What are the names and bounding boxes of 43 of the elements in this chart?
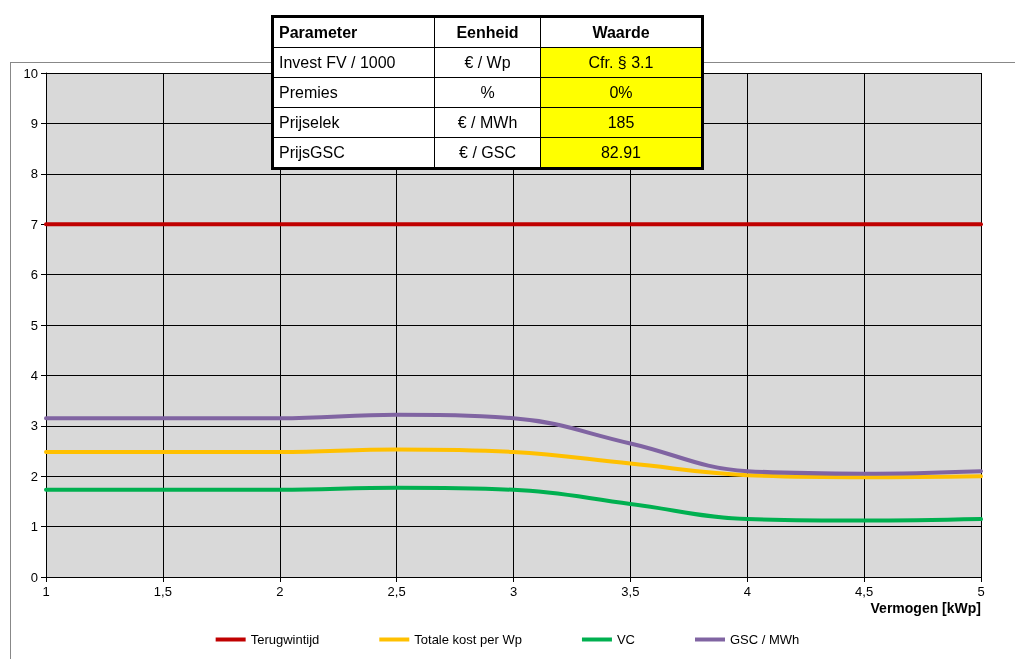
text: Waarde: [592, 23, 650, 41]
text: Eenheid: [456, 23, 519, 41]
y-tick-label: 9: [30, 115, 38, 131]
y-tick-label: 8: [30, 166, 38, 182]
y-tick-label: 3: [30, 418, 38, 434]
annotation: Prijselek: [272, 107, 435, 138]
annotation: 185: [540, 107, 703, 138]
annotation: € / MWh: [434, 107, 541, 138]
annotation: € / GSC: [434, 137, 541, 169]
x-tick-label: 4: [743, 584, 751, 599]
text: Invest FV / 1000: [279, 53, 396, 71]
annotation: 0%: [540, 77, 703, 108]
line-series: [44, 412, 983, 476]
annotation: Premies: [272, 77, 435, 108]
line-series: [44, 485, 983, 523]
y-tick-label: 1: [30, 519, 38, 535]
y-tick-label: 6: [30, 267, 38, 283]
y-tick-label: 4: [30, 367, 38, 383]
x-tick-label: 4,5: [855, 584, 874, 599]
legend-label: VC: [616, 632, 636, 647]
text: Cfr. § 3.1: [588, 53, 654, 71]
x-tick-label: 1,5: [153, 584, 172, 599]
y-tick-label: 10: [23, 65, 38, 81]
x-axis-title: Vermogen [kWp]: [870, 600, 981, 616]
x-tick-label: 3,5: [621, 584, 640, 599]
y-tick-label: 2: [30, 468, 38, 484]
annotation: PrijsGSC: [272, 137, 435, 169]
x-tick-label: 5: [977, 584, 985, 599]
line-series: [44, 447, 983, 480]
legend-label: Totale kost per Wp: [414, 632, 522, 647]
x-tick-label: 3: [509, 584, 518, 599]
x-tick-label: 1: [42, 584, 50, 599]
y-tick-label: 7: [30, 216, 38, 232]
x-tick-label: 2: [276, 584, 284, 599]
legend-label: Terugwintijd: [250, 632, 320, 647]
annotation: %: [434, 77, 541, 108]
x-tick-label: 2,5: [387, 584, 406, 599]
annotation: 82.91: [540, 137, 703, 169]
legend-label: GSC / MWh: [730, 632, 800, 647]
text: Parameter: [279, 23, 358, 41]
y-tick-label: 5: [30, 317, 38, 333]
text: € / Wp: [464, 53, 511, 71]
y-tick-label: 0: [30, 569, 38, 585]
